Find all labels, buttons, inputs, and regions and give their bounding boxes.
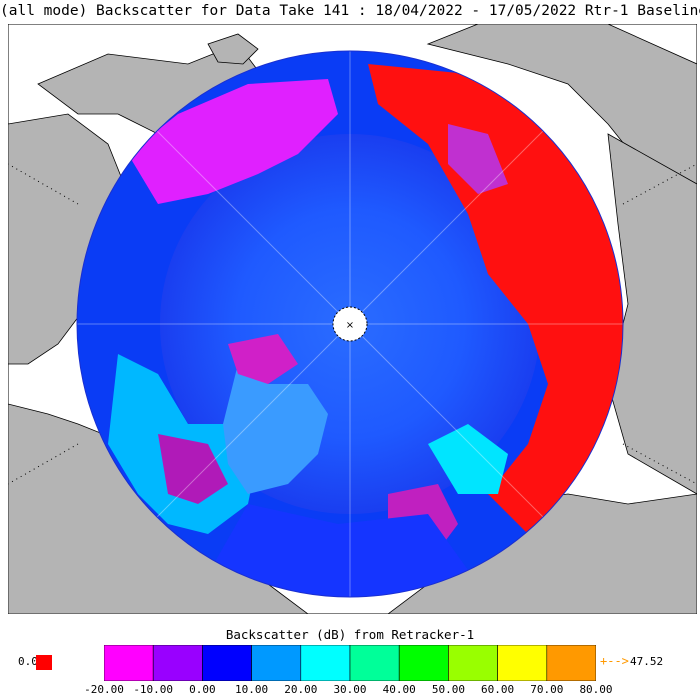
colorbar-title: Backscatter (dB) from Retracker-1 [225, 627, 475, 642]
colorbar-tick-label: -20.00 [84, 683, 124, 696]
orbit-swaths [77, 51, 623, 597]
colorbar-tick-label: 30.00 [333, 683, 367, 696]
region-cyan-east [428, 424, 508, 494]
colorbar-bin [104, 645, 154, 681]
over-range-arrow: +--> [600, 654, 629, 668]
land-russia [607, 133, 697, 495]
region-magenta-islands-2 [158, 434, 228, 504]
graticule [8, 163, 697, 485]
colorbar-bin [349, 645, 400, 681]
colorbar-bin [448, 645, 498, 681]
region-blue-south [208, 504, 478, 597]
region-magenta-north [128, 79, 338, 204]
over-range-label: 47.52 [630, 655, 664, 668]
colorbar-bin [202, 645, 252, 681]
under-range-label: 0.0 [18, 655, 38, 668]
colorbar-bin [251, 645, 302, 681]
region-red-barents [368, 64, 623, 534]
colorbar-tick-label: 20.00 [284, 683, 318, 696]
colorbar-tick-label: 70.00 [530, 683, 564, 696]
colorbar-bin [300, 645, 351, 681]
colorbar-tick-label: 50.00 [431, 683, 465, 696]
disk-outline [76, 50, 624, 598]
map-title: (all mode) Backscatter for Data Take 141… [0, 3, 700, 19]
colorbar-tick-label: 10.00 [235, 683, 269, 696]
region-magenta-islands-4 [448, 124, 508, 194]
colorbar-bin [497, 645, 548, 681]
colorbar-tick-label: 40.00 [382, 683, 416, 696]
pole-hole [332, 306, 368, 342]
land-iceland [207, 33, 259, 65]
pole-marker: × [346, 320, 354, 331]
polar-map: × [8, 24, 697, 614]
colorbar-bin [398, 645, 449, 681]
region-lightblue-greenland [223, 364, 328, 494]
colorbar-bin [152, 645, 203, 681]
colorbar-tick-label: 60.00 [481, 683, 515, 696]
under-range-swatch [36, 655, 52, 670]
colorbar-tick-label: 80.00 [579, 683, 613, 696]
colorbar-tick-label: 0.00 [189, 683, 216, 696]
colorbar-tick-label: -10.00 [133, 683, 174, 696]
map-panel: × [8, 24, 697, 614]
colorbar-bin [546, 645, 596, 681]
region-magenta-islands-1 [228, 334, 298, 384]
colorbar [104, 645, 596, 681]
